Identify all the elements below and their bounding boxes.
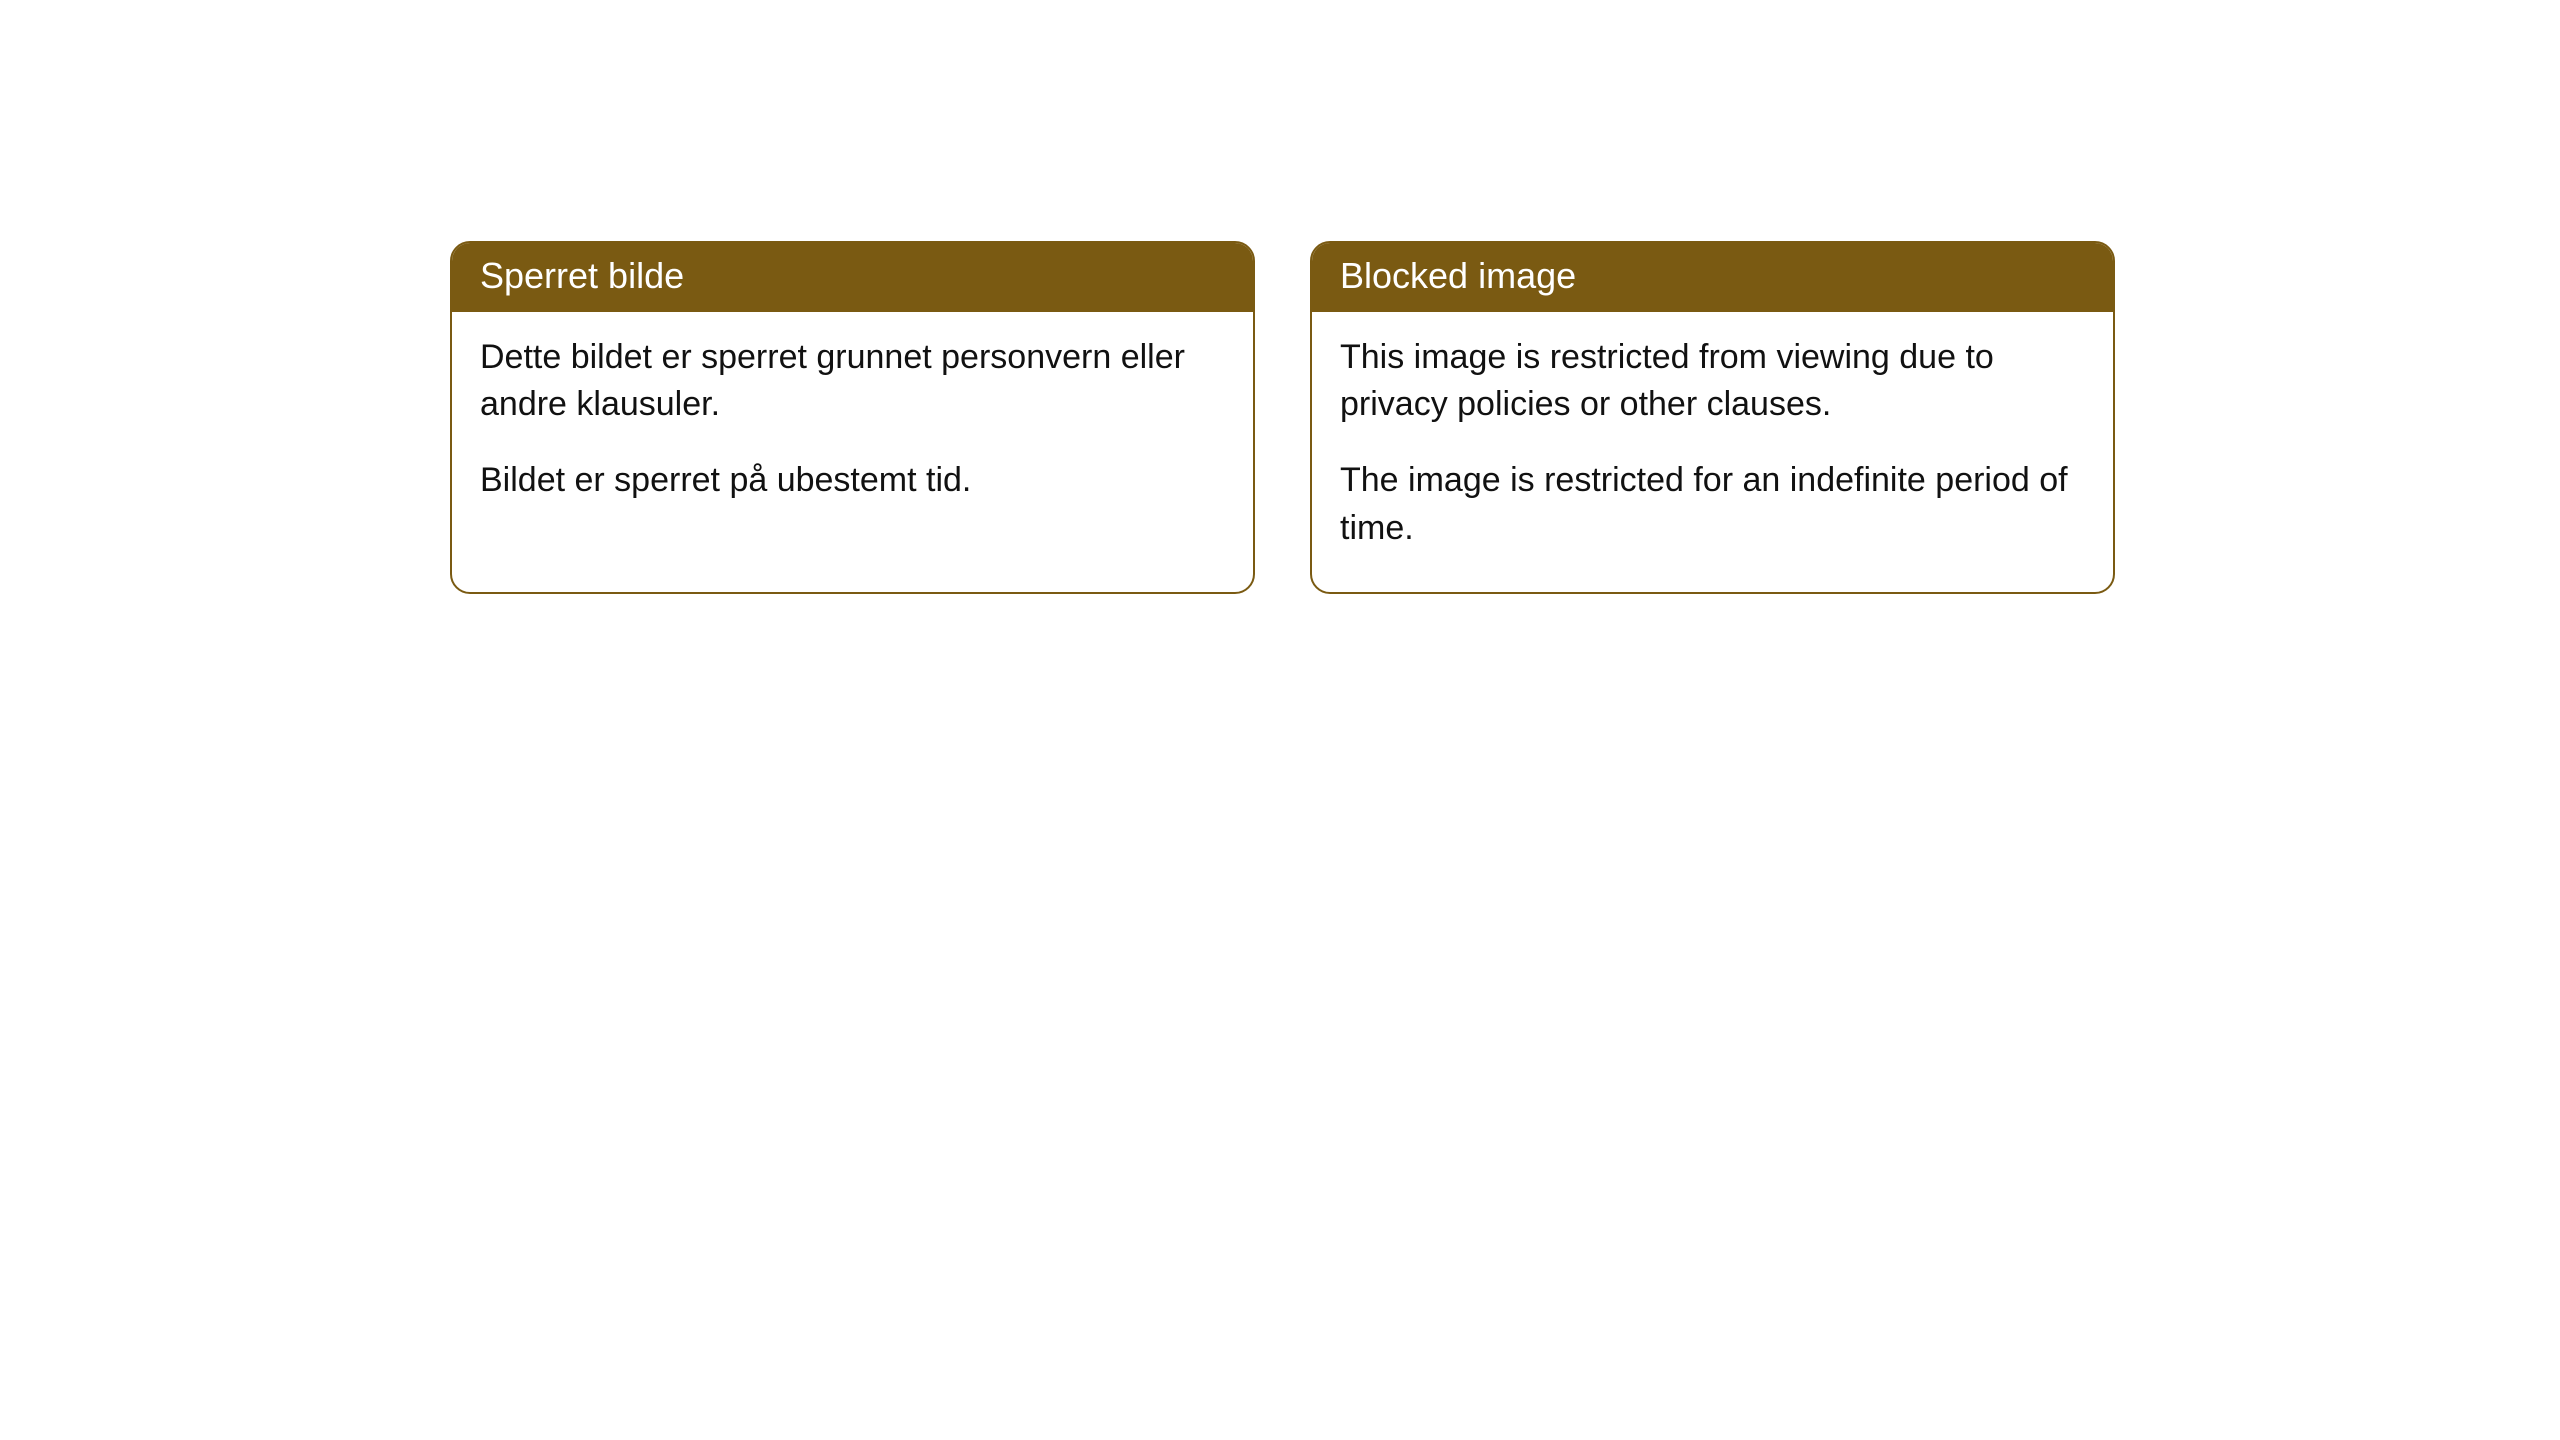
notice-cards-container: Sperret bilde Dette bildet er sperret gr… [450,241,2115,594]
card-paragraph: Dette bildet er sperret grunnet personve… [480,334,1225,429]
card-paragraph: This image is restricted from viewing du… [1340,334,2085,429]
card-header: Blocked image [1312,243,2113,312]
blocked-image-card-no: Sperret bilde Dette bildet er sperret gr… [450,241,1255,594]
blocked-image-card-en: Blocked image This image is restricted f… [1310,241,2115,594]
card-paragraph: The image is restricted for an indefinit… [1340,457,2085,552]
card-body: This image is restricted from viewing du… [1312,312,2113,592]
card-paragraph: Bildet er sperret på ubestemt tid. [480,457,1225,505]
card-header: Sperret bilde [452,243,1253,312]
card-body: Dette bildet er sperret grunnet personve… [452,312,1253,545]
